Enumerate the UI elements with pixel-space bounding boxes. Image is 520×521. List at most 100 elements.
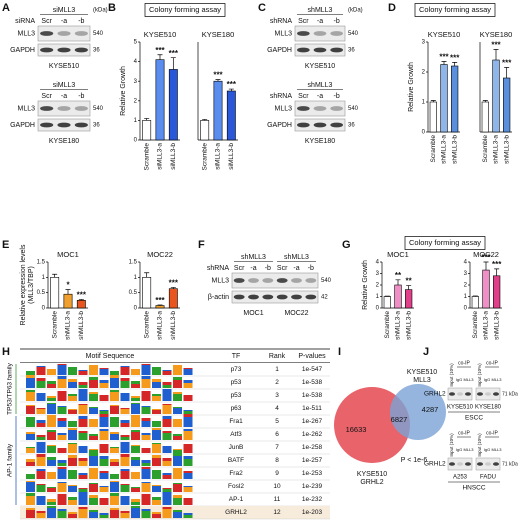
- x-tick-label: siMLL3-b: [170, 143, 177, 170]
- motif-letter: [162, 431, 172, 433]
- blot-band: [74, 122, 88, 128]
- lane-label: -a: [293, 265, 299, 272]
- cell-line: KYSE510: [49, 63, 79, 70]
- table-cell: 1e-257: [302, 457, 323, 464]
- error-bar: [52, 273, 58, 278]
- motif-letter: [141, 406, 151, 407]
- motif-letter: [183, 414, 193, 417]
- table-cell: 2: [275, 379, 279, 386]
- protein-label: β-actin: [208, 294, 229, 301]
- motif-letter: [183, 429, 193, 431]
- motif-letter: [47, 487, 56, 488]
- x-tick-label: Scramble: [482, 135, 489, 163]
- table-cell: 12: [273, 509, 281, 516]
- motif-letter: [99, 498, 109, 501]
- panel-letter: J: [423, 346, 429, 358]
- error-bar: [395, 279, 401, 285]
- motif-letter: [89, 377, 98, 380]
- x-tick-label: shMLL3-b: [170, 311, 177, 340]
- motif-letter: [110, 375, 119, 378]
- y-axis-title: Relative Growth: [362, 260, 369, 310]
- motif-letter: [26, 508, 35, 510]
- lane-label: -b: [308, 265, 314, 272]
- venn-count: 4287: [422, 405, 439, 414]
- motif-letter: [78, 371, 88, 375]
- motif-letter: [110, 474, 119, 476]
- lane-label: IgG: [456, 447, 462, 452]
- motif-letter: [26, 371, 35, 372]
- motif-letter: [89, 510, 98, 512]
- bar: [168, 288, 178, 309]
- x-tick-label: shMLL3-b: [78, 311, 85, 340]
- motif-letter: [152, 396, 161, 401]
- input-label: Input (10%): [477, 433, 482, 457]
- coip-label: co-IP: [458, 430, 470, 436]
- motif-letter: [162, 507, 172, 509]
- coip-label: co-IP: [486, 360, 498, 366]
- motif-letter: [131, 508, 140, 518]
- y-tick-label: 1: [464, 294, 468, 300]
- significance: ***: [439, 53, 449, 62]
- blot-membrane: [294, 25, 346, 42]
- motif-letter: [162, 488, 172, 489]
- motif-letter: [78, 416, 88, 419]
- motif-letter: [152, 500, 161, 505]
- motif-letter: [120, 513, 130, 518]
- motif-letter: [36, 484, 46, 485]
- motif-letter: [152, 421, 161, 424]
- treatment: shRNA: [270, 93, 293, 100]
- bar: [451, 65, 459, 133]
- motif-letter: [36, 423, 46, 427]
- kda-label: 36: [93, 48, 100, 54]
- motif-letter: [89, 512, 98, 518]
- x-tick-label: shMLL3-b: [451, 135, 458, 164]
- blot-band: [297, 122, 310, 128]
- input-label: Input (10%): [477, 363, 482, 387]
- motif-letter: [36, 443, 46, 453]
- treatment: shRNA: [207, 265, 230, 272]
- blot-band: [305, 294, 317, 300]
- motif-letter: [152, 485, 161, 486]
- motif-letter: [99, 501, 109, 505]
- y-tick-label: 4: [376, 260, 380, 266]
- motif-letter: [68, 514, 77, 518]
- blot-membrane: [37, 100, 91, 117]
- motif-letter: [68, 486, 77, 492]
- motif-letter: [36, 437, 46, 440]
- motif-letter: [89, 366, 98, 375]
- error-bar: [504, 67, 510, 78]
- table-cell: 1: [275, 366, 279, 373]
- protein-label: GAPDH: [10, 47, 35, 54]
- motif-letter: [152, 443, 161, 444]
- header-box: [414, 3, 496, 17]
- motif-letter: [141, 418, 151, 421]
- motif-letter: [141, 460, 151, 463]
- table-cell: 1e-511: [302, 405, 322, 412]
- header-box: [404, 236, 486, 250]
- motif-letter: [131, 487, 140, 488]
- motif-letter: [26, 510, 35, 518]
- motif-letter: [120, 443, 130, 453]
- motif-letter: [99, 414, 109, 417]
- motif-letter: [68, 500, 77, 505]
- bar: [405, 289, 413, 309]
- lane-label: Scr: [277, 265, 288, 272]
- motif-letter: [36, 471, 46, 479]
- motif-letter: [47, 403, 56, 404]
- motif-letter: [141, 448, 151, 449]
- lane-label: IgG: [484, 447, 490, 452]
- motif-letter: [47, 508, 56, 518]
- group-label: siMLL3: [53, 7, 76, 14]
- bar: [440, 64, 448, 133]
- chart-title: MOC22: [147, 250, 173, 259]
- motif-letter: [78, 385, 88, 388]
- blot-band: [276, 294, 288, 300]
- x-tick-label: shMLL3-b: [493, 311, 500, 340]
- blot-band: [313, 47, 327, 53]
- motif-letter: [68, 428, 77, 430]
- panel-letter: B: [108, 2, 116, 14]
- bar: [200, 120, 210, 141]
- motif-letter: [152, 472, 161, 479]
- motif-letter: [36, 378, 46, 381]
- blot-band: [233, 294, 245, 300]
